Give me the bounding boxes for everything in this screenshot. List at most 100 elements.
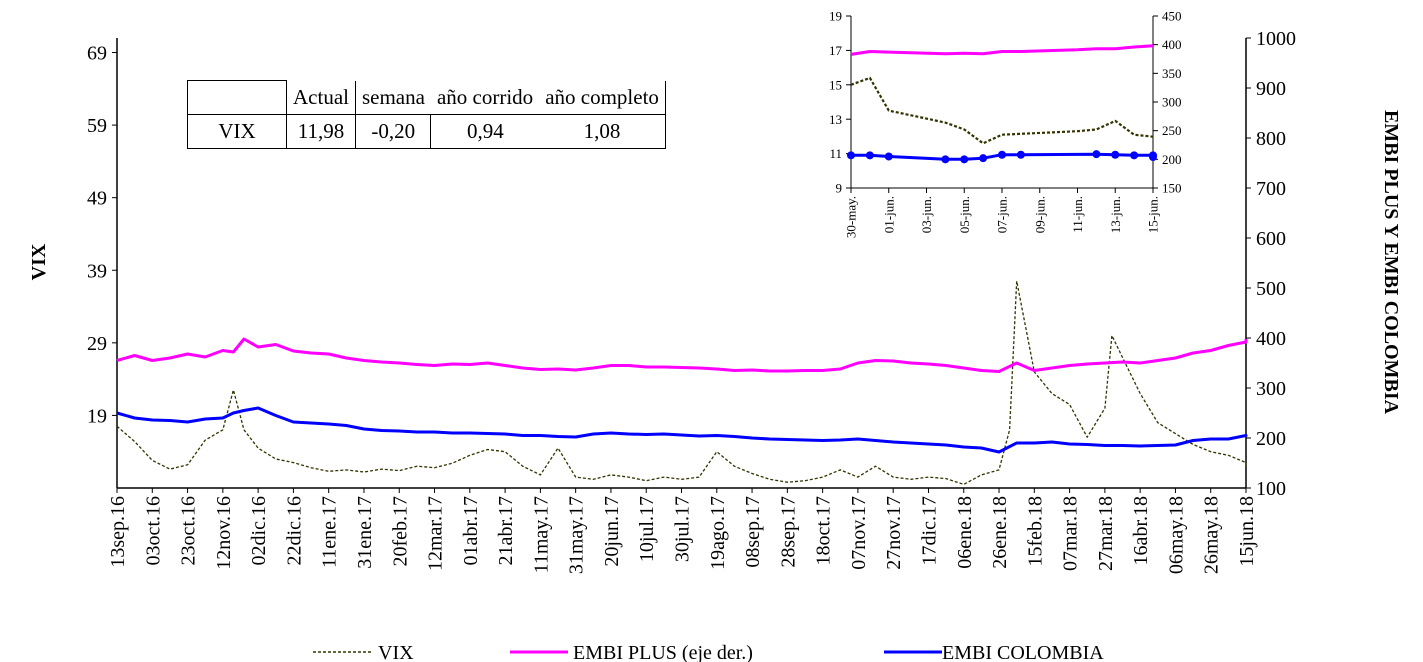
stats-header-row: Actual semana año corrido año completo — [187, 80, 666, 115]
stats-header-ano-corrido: año corrido — [436, 84, 534, 109]
stats-value-row: VIX 11,98 -0,20 0,94 1,08 — [187, 114, 666, 149]
inset-right-tick-label: 450 — [1162, 9, 1182, 24]
inset-x-tick-label: 09-jun. — [1032, 196, 1047, 233]
inset-series-vix — [850, 76, 1154, 145]
main-x-tick-label: 02dic.16 — [248, 496, 270, 565]
main-x-tick-label: 26ene.18 — [989, 496, 1011, 569]
inset-right-tick-label: 200 — [1162, 152, 1182, 167]
inset-left-tick-label: 17 — [829, 43, 843, 58]
main-series-embi-colombia — [116, 406, 1248, 454]
main-right-tick-label: 700 — [1256, 178, 1286, 200]
inset-series — [847, 44, 1157, 164]
inset-marker-embi-colombia — [847, 151, 855, 160]
inset-background — [826, 12, 1154, 188]
main-right-tick-label: 1000 — [1256, 28, 1296, 50]
inset-left-tick-label: 13 — [829, 112, 842, 127]
legend: VIX EMBI PLUS (eje der.) EMBI COLOMBIA — [313, 642, 1104, 662]
main-right-ticks: 100 200 300 400 500 600 700 800 900 1000 — [1246, 28, 1296, 500]
main-x-tick-label: 27nov.17 — [883, 496, 905, 570]
main-right-tick-label: 400 — [1256, 328, 1286, 350]
inset-marker-embi-colombia — [941, 155, 950, 164]
main-x-tick-label: 15jun.18 — [1236, 496, 1258, 567]
main-left-tick-label: 39 — [87, 260, 107, 282]
main-x-tick-label: 03oct.16 — [142, 496, 164, 565]
stats-header-empty — [187, 80, 287, 115]
inset-marker-embi-colombia — [1130, 151, 1139, 160]
stats-header-ano-completo: año completo — [539, 80, 666, 115]
inset-x-tick-label: 03-jun. — [919, 196, 934, 233]
stats-header-actual: Actual — [286, 80, 356, 115]
main-left-tick-label: 49 — [87, 188, 107, 210]
inset-x-tick-label: 13-jun. — [1108, 196, 1123, 233]
main-left-tick-label: 59 — [87, 115, 107, 137]
stats-value-semana: -0,20 — [354, 114, 432, 149]
main-x-tick-label: 12nov.16 — [213, 496, 235, 570]
main-x-tick-label: 01abr.17 — [460, 496, 482, 565]
main-x-tick-label: 12mar.17 — [425, 496, 447, 571]
inset-marker-embi-colombia — [865, 151, 874, 160]
main-left-tick-label: 29 — [87, 333, 107, 355]
inset-right-tick-label: 400 — [1162, 37, 1182, 52]
stats-value-ano-completo: 1,08 — [539, 114, 666, 149]
main-right-tick-label: 100 — [1256, 478, 1286, 500]
inset-marker-embi-colombia — [1149, 153, 1157, 162]
legend-label-embi-colombia: EMBI COLOMBIA — [942, 642, 1104, 662]
inset-marker-embi-colombia — [998, 150, 1006, 159]
inset-left-tick-label: 11 — [829, 146, 842, 161]
inset-marker-embi-colombia — [1111, 150, 1120, 159]
main-left-tick-label: 69 — [87, 43, 107, 65]
inset-right-tick-label: 350 — [1162, 66, 1182, 81]
inset-x-tick-label: 01-jun. — [881, 196, 896, 233]
right-axis-title: EMBI PLUS Y EMBI COLOMBIA — [1380, 110, 1402, 415]
stats-header-semana: semana — [354, 80, 431, 115]
legend-label-embi-plus: EMBI PLUS (eje der.) — [573, 642, 753, 662]
main-x-tick-label: 28sep.17 — [777, 496, 799, 568]
inset-right-tick-label: 300 — [1162, 95, 1182, 110]
stats-value-actual: 11,98 — [286, 114, 356, 149]
main-x-tick-label: 13sep.16 — [107, 496, 129, 568]
stats-value-ano-corrido: 0,94 — [430, 114, 540, 149]
main-x-tick-label: 16abr.18 — [1130, 496, 1152, 565]
main-right-tick-label: 600 — [1256, 228, 1286, 250]
inset-x-tick-label: 30-may. — [844, 196, 859, 238]
main-x-tick-label: 07mar.18 — [1060, 496, 1082, 571]
legend-label-vix: VIX — [378, 642, 414, 662]
main-x-tick-label: 19ago.17 — [707, 496, 729, 570]
inset-marker-embi-colombia — [1016, 150, 1025, 159]
inset-left-tick-label: 15 — [829, 77, 842, 92]
inset-left-tick-label: 19 — [829, 9, 842, 24]
main-x-tick-label: 06may.18 — [1165, 496, 1187, 574]
main-x-ticks: 13sep.16 03oct.16 23oct.16 12nov.16 02dic.16… — [107, 488, 1258, 574]
vix-stats-table: Actual semana año corrido año completo V… — [187, 80, 666, 149]
inset-marker-embi-colombia — [979, 154, 988, 163]
main-right-tick-label: 300 — [1256, 378, 1286, 400]
inset-right-tick-label: 150 — [1162, 181, 1182, 196]
inset-x-tick-label: 07-jun. — [995, 196, 1010, 233]
main-x-tick-label: 27mar.18 — [1095, 496, 1117, 571]
inset-marker-embi-colombia — [960, 155, 969, 164]
main-x-tick-label: 21abr.17 — [495, 496, 517, 565]
inset-right-tick-label: 250 — [1162, 123, 1182, 138]
main-left-tick-label: 19 — [87, 405, 107, 427]
main-x-tick-label: 06ene.18 — [954, 496, 976, 569]
main-x-tick-label: 22dic.16 — [283, 496, 305, 565]
main-right-tick-label: 500 — [1256, 278, 1286, 300]
main-x-tick-label: 11ene.17 — [319, 496, 341, 568]
main-right-tick-label: 900 — [1256, 78, 1286, 100]
main-x-tick-label: 15feb.18 — [1024, 496, 1046, 567]
inset-x-tick-label: 15-jun. — [1146, 196, 1161, 233]
inset-left-ticks: 9 11 13 15 17 19 — [829, 9, 851, 196]
inset-x-tick-label: 05-jun. — [957, 196, 972, 233]
main-x-tick-label: 20jun.17 — [601, 496, 623, 567]
inset-left-tick-label: 9 — [836, 181, 843, 196]
main-x-tick-label: 10jul.17 — [636, 496, 658, 562]
inset-marker-embi-colombia — [1092, 150, 1101, 159]
main-x-tick-label: 08sep.17 — [742, 496, 764, 568]
main-series — [116, 280, 1248, 486]
main-x-tick-label: 30jul.17 — [672, 496, 694, 562]
main-x-tick-label: 20feb.17 — [389, 496, 411, 567]
inset-right-ticks: 150 200 250 300 350 400 450 — [1153, 9, 1182, 196]
main-x-tick-label: 31may.17 — [566, 496, 588, 574]
main-left-ticks: 19 29 39 49 59 69 — [87, 43, 117, 427]
